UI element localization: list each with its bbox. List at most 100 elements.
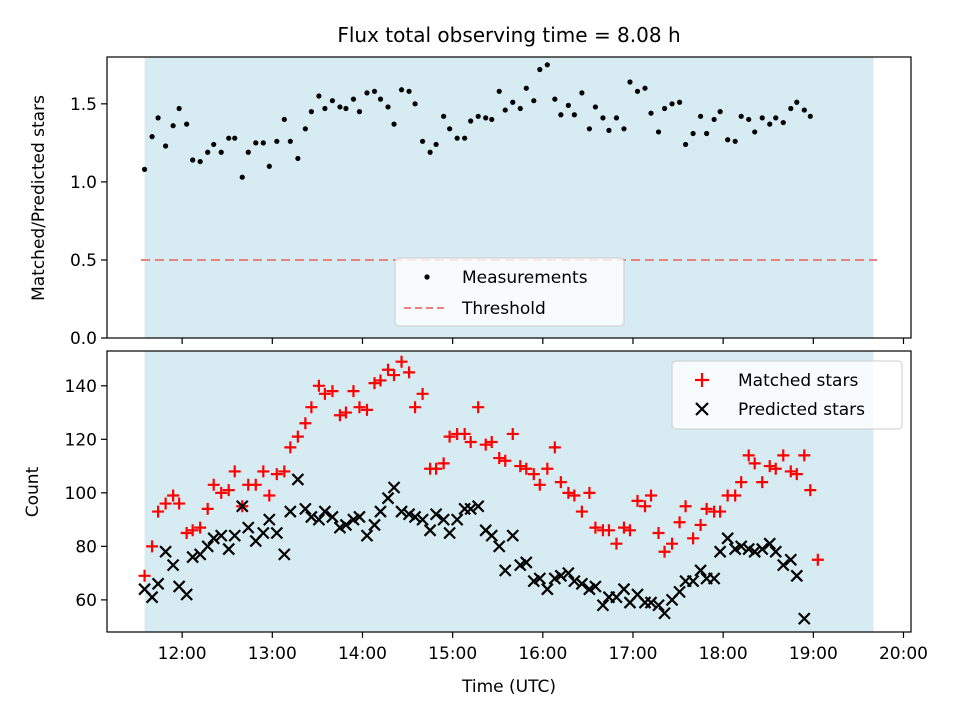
predicted-star-point bbox=[151, 577, 165, 591]
y-axis-label-ratio: Matched/Predicted stars bbox=[29, 95, 49, 301]
matched-star-point bbox=[186, 524, 199, 537]
predicted-star-point bbox=[464, 502, 477, 516]
predicted-star-point bbox=[707, 572, 721, 585]
legend-measurements-label: Measurements bbox=[462, 268, 588, 288]
measurement-point bbox=[350, 96, 357, 102]
matched-star-point bbox=[270, 468, 283, 481]
matched-star-point bbox=[735, 476, 748, 489]
predicted-star-point bbox=[721, 532, 734, 545]
predicted-star-point bbox=[166, 558, 180, 572]
measurement-point bbox=[406, 88, 412, 94]
x-axis-label: Time (UTC) bbox=[461, 677, 556, 697]
predicted-star-point bbox=[568, 574, 581, 588]
measurement-point bbox=[531, 98, 537, 104]
measurement-point bbox=[565, 102, 571, 108]
predicted-star-point bbox=[784, 553, 798, 567]
legend-bottom: Matched stars Predicted stars bbox=[671, 360, 903, 430]
predicted-star-point bbox=[395, 505, 408, 518]
measurement-point bbox=[295, 155, 301, 162]
measurement-point bbox=[725, 137, 731, 143]
predicted-star-point bbox=[312, 513, 326, 526]
matched-star-point bbox=[291, 430, 304, 443]
predicted-star-point bbox=[228, 529, 242, 542]
matched-star-point bbox=[798, 449, 811, 462]
matched-star-point bbox=[437, 457, 450, 470]
matched-star-point bbox=[180, 526, 193, 539]
measurement-point bbox=[517, 105, 523, 112]
matched-star-point bbox=[756, 476, 769, 489]
measurement-point bbox=[759, 115, 765, 121]
predicted-star-point bbox=[318, 505, 332, 518]
y-count-tick-label: 140 bbox=[65, 377, 97, 397]
matched-star-point bbox=[679, 500, 692, 513]
measurement-point bbox=[447, 126, 453, 132]
predicted-star-point bbox=[159, 545, 172, 558]
matched-star-point bbox=[263, 489, 276, 502]
predicted-star-point bbox=[541, 582, 554, 596]
x-time-tick-label: 20:00 bbox=[879, 644, 928, 664]
matched-star-point bbox=[602, 524, 615, 537]
measurement-point bbox=[746, 116, 752, 123]
measurement-point bbox=[801, 107, 807, 113]
measurement-point bbox=[205, 149, 211, 155]
x-time-tick-label: 19:00 bbox=[789, 644, 838, 664]
predicted-star-point bbox=[575, 577, 589, 591]
matched-star-point bbox=[790, 468, 803, 481]
predicted-star-point bbox=[520, 556, 533, 569]
legend-threshold-label: Threshold bbox=[461, 299, 546, 319]
measurement-point bbox=[398, 87, 405, 93]
predicted-star-point bbox=[257, 526, 270, 540]
predicted-star-point bbox=[658, 606, 671, 620]
predicted-star-point bbox=[222, 542, 236, 556]
matched-star-point bbox=[714, 505, 727, 518]
matched-star-point bbox=[777, 449, 790, 462]
matched-star-point bbox=[374, 374, 387, 387]
measurement-point bbox=[226, 135, 232, 141]
matched-star-point bbox=[388, 369, 401, 382]
x-time-tick-label: 18:00 bbox=[699, 644, 748, 664]
legend-predicted-marker bbox=[695, 402, 709, 416]
measurement-point bbox=[732, 138, 738, 144]
predicted-star-point bbox=[562, 566, 575, 580]
measurement-point bbox=[468, 118, 474, 124]
measurement-point bbox=[253, 140, 259, 146]
measurement-point bbox=[510, 99, 516, 105]
y-ratio-tick-label: 0.5 bbox=[70, 251, 97, 271]
measurement-point bbox=[586, 126, 593, 132]
predicted-star-point bbox=[506, 529, 520, 542]
y-ratio-tick-label: 0.0 bbox=[70, 329, 97, 349]
measurement-point bbox=[807, 113, 813, 119]
measurement-point bbox=[266, 163, 272, 169]
measurement-point bbox=[412, 101, 418, 107]
predicted-star-point bbox=[291, 473, 305, 486]
predicted-star-point bbox=[235, 499, 249, 513]
measurement-point bbox=[655, 129, 662, 135]
predicted-star-point bbox=[596, 598, 610, 612]
measurement-point bbox=[704, 130, 710, 137]
x-time-tick-label: 13:00 bbox=[248, 644, 297, 664]
predicted-star-point bbox=[180, 588, 193, 601]
matched-star-point bbox=[278, 465, 291, 478]
predicted-star-point bbox=[381, 491, 395, 505]
legend-measurements-marker bbox=[424, 274, 430, 280]
predicted-star-point bbox=[207, 532, 220, 545]
matched-star-point bbox=[403, 366, 416, 379]
matched-star-point bbox=[249, 478, 262, 491]
measurement-point bbox=[502, 107, 508, 113]
matched-star-point bbox=[382, 363, 395, 376]
measurement-point bbox=[676, 99, 683, 105]
matched-star-point bbox=[305, 401, 318, 414]
matched-star-point bbox=[360, 403, 373, 416]
measurement-point bbox=[391, 121, 397, 127]
measurement-point bbox=[218, 149, 224, 155]
measurement-point bbox=[496, 88, 502, 94]
matched-star-point bbox=[527, 468, 540, 481]
matched-star-point bbox=[499, 454, 512, 467]
y-ratio-tick-label: 1.5 bbox=[70, 95, 97, 115]
matched-star-point bbox=[533, 478, 546, 491]
measurement-point bbox=[454, 135, 460, 141]
matched-star-point bbox=[493, 452, 506, 465]
measurement-point bbox=[669, 101, 675, 107]
y-count-tick-label: 120 bbox=[65, 430, 97, 450]
measurement-point bbox=[592, 104, 599, 110]
